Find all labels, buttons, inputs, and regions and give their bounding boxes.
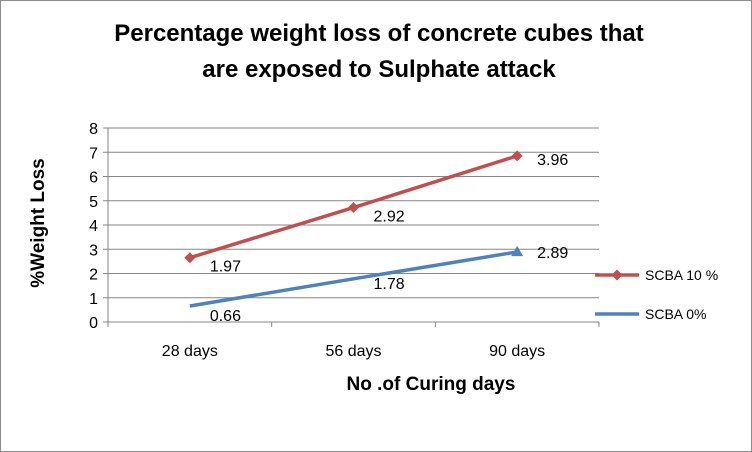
data-label: 2.92 bbox=[374, 209, 405, 226]
y-tick-label: 1 bbox=[89, 291, 98, 308]
y-tick-label: 6 bbox=[89, 170, 98, 187]
data-label: 2.89 bbox=[537, 245, 568, 262]
data-label: 3.96 bbox=[537, 152, 568, 169]
y-tick-label: 0 bbox=[89, 315, 98, 332]
series-line-1 bbox=[189, 250, 518, 308]
chart-title-line-1: Percentage weight loss of concrete cubes… bbox=[114, 20, 643, 47]
y-tick-label: 7 bbox=[89, 145, 98, 162]
data-labels: 1.97 2.92 3.96 0.66 1.78 2.89 bbox=[210, 152, 569, 325]
legend-label-0: SCBA 10 % bbox=[645, 267, 718, 283]
y-tick-labels: 0 1 2 3 4 5 6 7 8 bbox=[89, 121, 98, 332]
x-tick-label: 56 days bbox=[325, 343, 381, 360]
y-tick-label: 8 bbox=[89, 121, 98, 138]
data-label: 1.97 bbox=[210, 259, 241, 276]
series-marker-1 bbox=[511, 245, 524, 257]
axes bbox=[103, 127, 600, 327]
y-tick-label: 5 bbox=[89, 194, 98, 211]
y-axis-title: %Weight Loss bbox=[28, 158, 49, 288]
series-marker-0 bbox=[184, 252, 196, 264]
y-tick-label: 2 bbox=[89, 267, 98, 284]
series bbox=[184, 150, 524, 308]
legend-label-1: SCBA 0% bbox=[645, 306, 706, 322]
legend: SCBA 10 % SCBA 0% bbox=[595, 267, 718, 322]
legend-marker-0 bbox=[611, 269, 623, 281]
x-tick-label: 90 days bbox=[489, 343, 545, 360]
y-tick-label: 3 bbox=[89, 242, 98, 259]
x-tick-labels: 28 days 56 days 90 days bbox=[162, 343, 545, 360]
series-marker-0 bbox=[511, 150, 523, 162]
series-marker-0 bbox=[348, 202, 359, 214]
data-label: 0.66 bbox=[210, 308, 241, 325]
gridlines bbox=[108, 127, 599, 299]
x-axis-title: No .of Curing days bbox=[347, 374, 516, 395]
y-tick-label: 4 bbox=[89, 218, 98, 235]
data-label: 1.78 bbox=[374, 276, 405, 293]
chart-title-line-2: are exposed to Sulphate attack bbox=[202, 56, 556, 83]
x-tick-label: 28 days bbox=[162, 343, 218, 360]
